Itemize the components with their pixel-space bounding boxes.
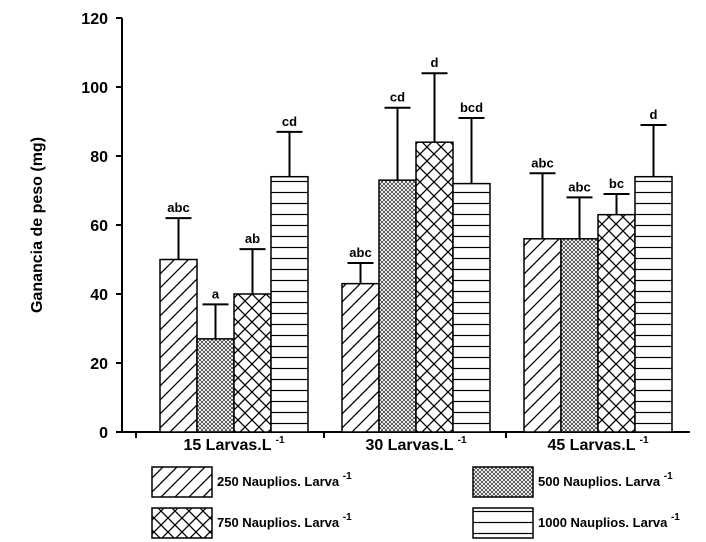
- bar: [341, 282, 380, 433]
- legend-label: 500 Nauplios. Larva -1: [538, 471, 673, 489]
- bar: [270, 175, 309, 433]
- significance-label: abc: [531, 155, 553, 170]
- legend-label: 750 Nauplios. Larva -1: [217, 512, 352, 530]
- bar: [523, 238, 562, 433]
- significance-label: abc: [568, 179, 590, 194]
- y-tick-label: 0: [99, 425, 108, 442]
- x-category-label: 15 Larvas.L -1: [183, 435, 285, 454]
- significance-label: abc: [349, 245, 371, 260]
- legend-swatch: [151, 466, 213, 498]
- bar: [452, 182, 491, 433]
- significance-label: abc: [167, 200, 189, 215]
- bar: [233, 293, 272, 433]
- significance-label: ab: [245, 231, 260, 246]
- legend-swatch: [472, 507, 534, 539]
- bar: [597, 213, 636, 433]
- significance-label: a: [212, 286, 220, 301]
- y-tick-label: 120: [81, 11, 108, 28]
- bar: [159, 258, 198, 433]
- legend-swatch: [472, 466, 534, 498]
- significance-label: bc: [609, 176, 624, 191]
- significance-label: cd: [390, 90, 405, 105]
- significance-label: bcd: [460, 100, 483, 115]
- legend-item: 750 Nauplios. Larva -1: [151, 507, 352, 539]
- y-axis-title: Ganancia de peso (mg): [29, 137, 46, 313]
- legend-label: 1000 Nauplios. Larva -1: [538, 512, 680, 530]
- significance-label: d: [431, 55, 439, 70]
- y-tick-label: 80: [90, 149, 108, 166]
- legend-item: 500 Nauplios. Larva -1: [472, 466, 673, 498]
- bar: [378, 179, 417, 433]
- y-tick-label: 60: [90, 218, 108, 235]
- bar: [634, 175, 673, 433]
- legend-item: 250 Nauplios. Larva -1: [151, 466, 352, 498]
- legend: 250 Nauplios. Larva -1 500 Nauplios. Larv…: [151, 466, 680, 539]
- x-category-label: 45 Larvas.L -1: [547, 435, 649, 454]
- axes: 0 20 40 60 80 100 120 15 Larvas.L -1 30 Larvas.L…: [81, 11, 690, 454]
- x-category-label: 30 Larvas.L -1: [365, 435, 467, 454]
- significance-label: d: [650, 107, 658, 122]
- legend-swatch: [151, 507, 213, 539]
- bar: [415, 141, 454, 433]
- legend-item: 1000 Nauplios. Larva -1: [472, 507, 680, 539]
- y-tick-label: 40: [90, 287, 108, 304]
- y-tick-label: 20: [90, 356, 108, 373]
- significance-label: cd: [282, 114, 297, 129]
- bar: [196, 338, 235, 433]
- y-tick-label: 100: [81, 80, 108, 97]
- legend-label: 250 Nauplios. Larva -1: [217, 471, 352, 489]
- bar: [560, 238, 599, 433]
